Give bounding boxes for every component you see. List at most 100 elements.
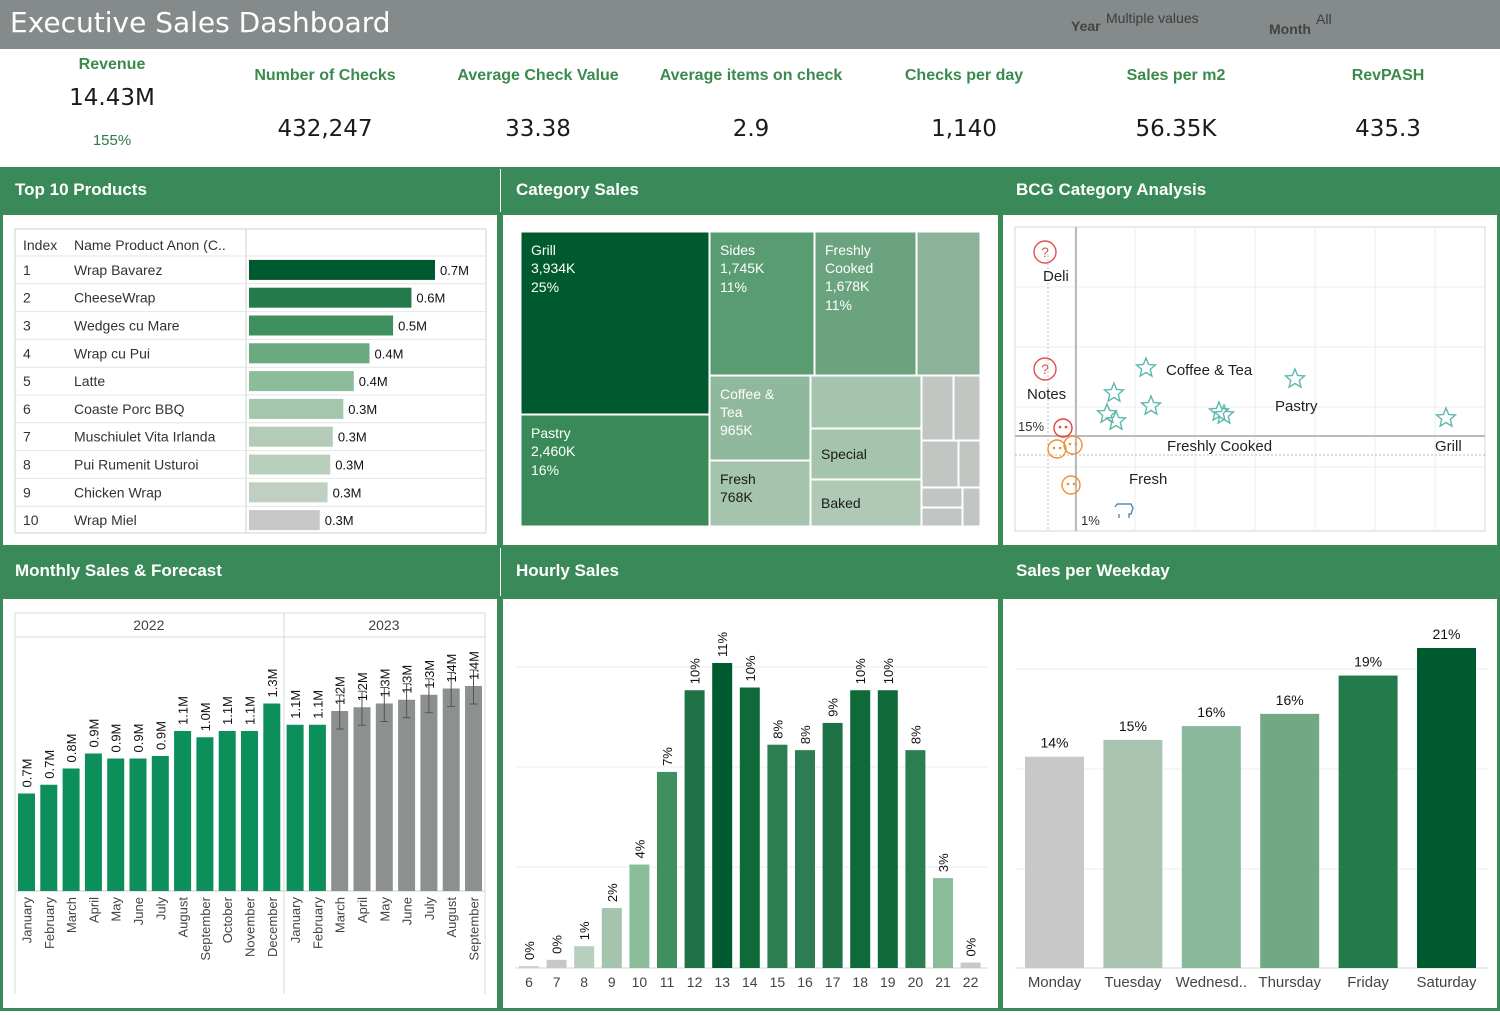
top10-index: 10 [23, 512, 39, 528]
monthly-axis-label: April [355, 897, 370, 923]
bcg-frame [1014, 226, 1486, 532]
treemap-cell [810, 428, 922, 480]
monthly-axis-label: July [422, 897, 437, 921]
treemap-minor-cell [921, 487, 963, 508]
top10-bar-label: 0.3M [338, 430, 367, 445]
hourly-bar [822, 722, 843, 968]
monthly-axis-label: March [333, 897, 348, 933]
hourly-axis-label: 13 [714, 974, 730, 990]
bcg-point-label: Deli [1043, 268, 1069, 285]
hourly-axis-label: 16 [797, 974, 813, 990]
treemap-label: Tea [720, 404, 743, 420]
bcg-point-label: Coffee & Tea [1166, 362, 1253, 379]
hourly-axis-label: 15 [770, 974, 786, 990]
monthly-axis-label: February [310, 897, 325, 950]
monthly-axis-label: December [265, 896, 280, 957]
weekday-bar-label: 21% [1432, 626, 1460, 642]
monthly-axis-label: April [86, 897, 101, 923]
kpi-value-sales-per-m2: 56.35K [1135, 116, 1217, 142]
monthly-bar-label: 1.0M [198, 702, 213, 731]
monthly-axis-label: May [377, 897, 392, 922]
hourly-bar-label: 0% [522, 941, 537, 960]
hourly-bar [629, 864, 650, 968]
top10-bar [249, 482, 328, 503]
monthly-axis-label: August [444, 897, 459, 938]
monthly-bar-label: 0.8M [64, 734, 79, 763]
hourly-bar [877, 690, 898, 968]
top10-bar-label: 0.7M [440, 263, 469, 278]
monthly-bar [420, 694, 438, 891]
top10-index: 1 [23, 262, 31, 278]
monthly-bar-label: 1.2M [355, 672, 370, 701]
top10-index: 9 [23, 484, 31, 500]
monthly-bar-label: 0.9M [86, 719, 101, 748]
top10-bar [249, 259, 435, 280]
weekday-bar-label: 16% [1197, 704, 1225, 720]
hourly-bar-label: 0% [964, 937, 979, 956]
filter-month-label: Month [1269, 21, 1311, 37]
top10-name: Muschiulet Vita Irlanda [74, 429, 216, 445]
cow-icon [1114, 503, 1134, 518]
hourly-bar-label: 8% [798, 725, 813, 744]
treemap-value: 2,460K [531, 443, 576, 459]
dog-icon-eye [1068, 442, 1072, 446]
monthly-year-label: 2022 [133, 617, 164, 633]
top10-index: 2 [23, 290, 31, 306]
hourly-bar [684, 690, 705, 968]
top10-name: Wedges cu Mare [74, 318, 180, 334]
monthly-bar [84, 753, 102, 891]
weekday-axis-label: Wednesd.. [1176, 974, 1247, 991]
treemap-cell [709, 231, 815, 376]
treemap-value: 965K [720, 422, 753, 438]
top10-col-name: Name Product Anon (C.. [74, 237, 226, 253]
hourly-bar [905, 750, 926, 968]
monthly-bar [442, 688, 460, 891]
star-icon [1212, 403, 1236, 425]
dashboard-header: Executive Sales Dashboard Year Multiple … [0, 0, 1500, 49]
dashboard-title: Executive Sales Dashboard [10, 6, 391, 39]
top10-col-index: Index [23, 237, 57, 253]
filter-year-label: Year [1071, 18, 1101, 34]
monthly-axis-label: February [42, 897, 57, 950]
top10-bar-label: 0.4M [375, 346, 404, 361]
top10-name: Pui Rumenit Usturoi [74, 457, 199, 473]
monthly-bar [398, 699, 416, 891]
hourly-bar [546, 959, 567, 968]
treemap-pct: 25% [531, 279, 559, 295]
filter-month-value[interactable]: All [1316, 11, 1332, 27]
kpi-title-checks-per-day: Checks per day [904, 67, 1024, 84]
kpi-title-sales-per-m2: Sales per m2 [1126, 67, 1226, 84]
monthly-axis-label: September [198, 896, 213, 960]
panel-header-hourly: Hourly Sales [501, 546, 1001, 598]
hourly-axis-label: 9 [608, 974, 616, 990]
monthly-axis-label: January [20, 897, 35, 944]
bcg-point-label: Pastry [1275, 398, 1318, 415]
treemap-cell [520, 414, 710, 527]
hourly-bar-label: 10% [853, 658, 868, 684]
hourly-chart: 0% 6 0% 7 1% 8 2% 9 4% 10 7% 11 10% 12 11% 13 10% 14 8% 15 8… [515, 632, 988, 990]
panel-category: Grill 3,934K 25% Pastry 2,460K 16% Sides 1,745K… [500, 212, 1001, 548]
kpi-sub-revenue: 155% [92, 132, 132, 149]
dog-icon [1053, 418, 1073, 438]
dog-icon-eye [1072, 482, 1076, 486]
monthly-bar-label: 1.1M [243, 696, 258, 725]
monthly-bar [375, 703, 393, 891]
filter-year-value[interactable]: Multiple values [1106, 10, 1199, 26]
bcg-chart: 15% 1%?? Deli Notes Coffee & Tea Pastry Freshl… [1014, 226, 1486, 532]
hourly-axis-label: 22 [963, 974, 979, 990]
treemap-pct: 16% [531, 462, 559, 478]
weekday-axis-label: Friday [1347, 974, 1389, 991]
weekday-axis-label: Monday [1028, 974, 1082, 991]
top10-bar-label: 0.4M [359, 374, 388, 389]
panel-header-monthly: Monthly Sales & Forecast [0, 546, 500, 598]
treemap-label: Baked [821, 495, 861, 511]
kpi-title-avg-items: Average items on check [659, 67, 843, 84]
hourly-axis-label: 14 [742, 974, 758, 990]
treemap-label: Sides [720, 242, 755, 258]
treemap-pct: 11% [720, 279, 747, 295]
top10-name: Chicken Wrap [74, 484, 162, 500]
monthly-bar [40, 784, 58, 891]
treemap-value: 1,745K [720, 260, 765, 276]
monthly-axis-label: October [220, 896, 235, 943]
top10-bar [249, 510, 320, 531]
